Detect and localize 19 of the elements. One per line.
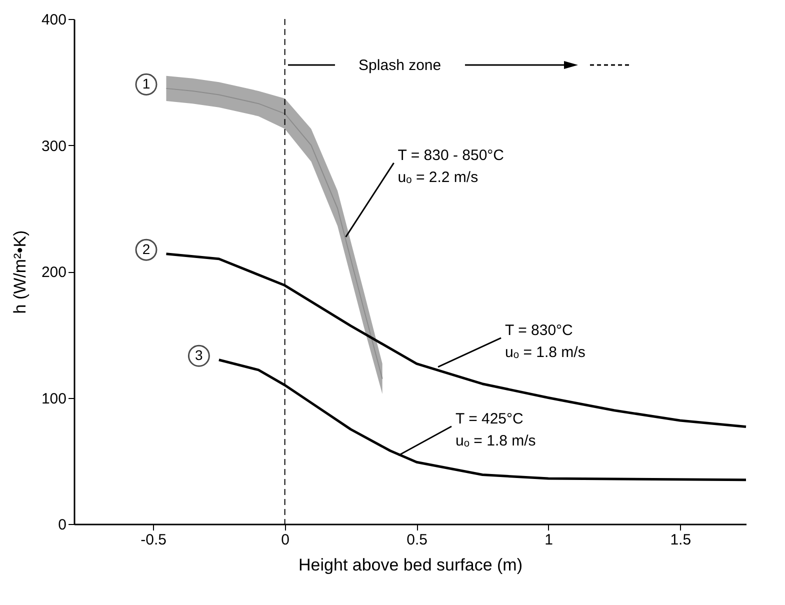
annotation: T = 830°C uₒ = 1.8 m/s	[505, 322, 586, 361]
x-tick-label: -0.5	[140, 532, 166, 548]
x-axis-title: Height above bed surface (m)	[298, 556, 522, 574]
y-tick-label: 400	[41, 12, 66, 28]
x-tick-label: 0	[281, 532, 290, 548]
y-tick-label: 200	[41, 264, 66, 281]
x-tick-label: 1	[544, 532, 554, 548]
y-tick-label: 100	[41, 390, 66, 408]
y-tick-label: 0	[58, 516, 66, 534]
annotation: T = 830 - 850°C uₒ = 2.2 m/s	[398, 146, 504, 186]
series-label: 1	[142, 75, 150, 92]
annotation: T = 425°C uₒ = 1.8 m/s	[456, 410, 536, 450]
y-tick-label: 300	[41, 138, 66, 155]
x-tick-label: 0.5	[406, 532, 428, 548]
series-label: 3	[195, 346, 204, 363]
series-label: 2	[142, 240, 150, 257]
y-axis-title: h (W/m²•K)	[10, 230, 30, 314]
x-tick-label: 1.5	[670, 532, 692, 548]
annotation: Splash zone	[358, 57, 442, 74]
